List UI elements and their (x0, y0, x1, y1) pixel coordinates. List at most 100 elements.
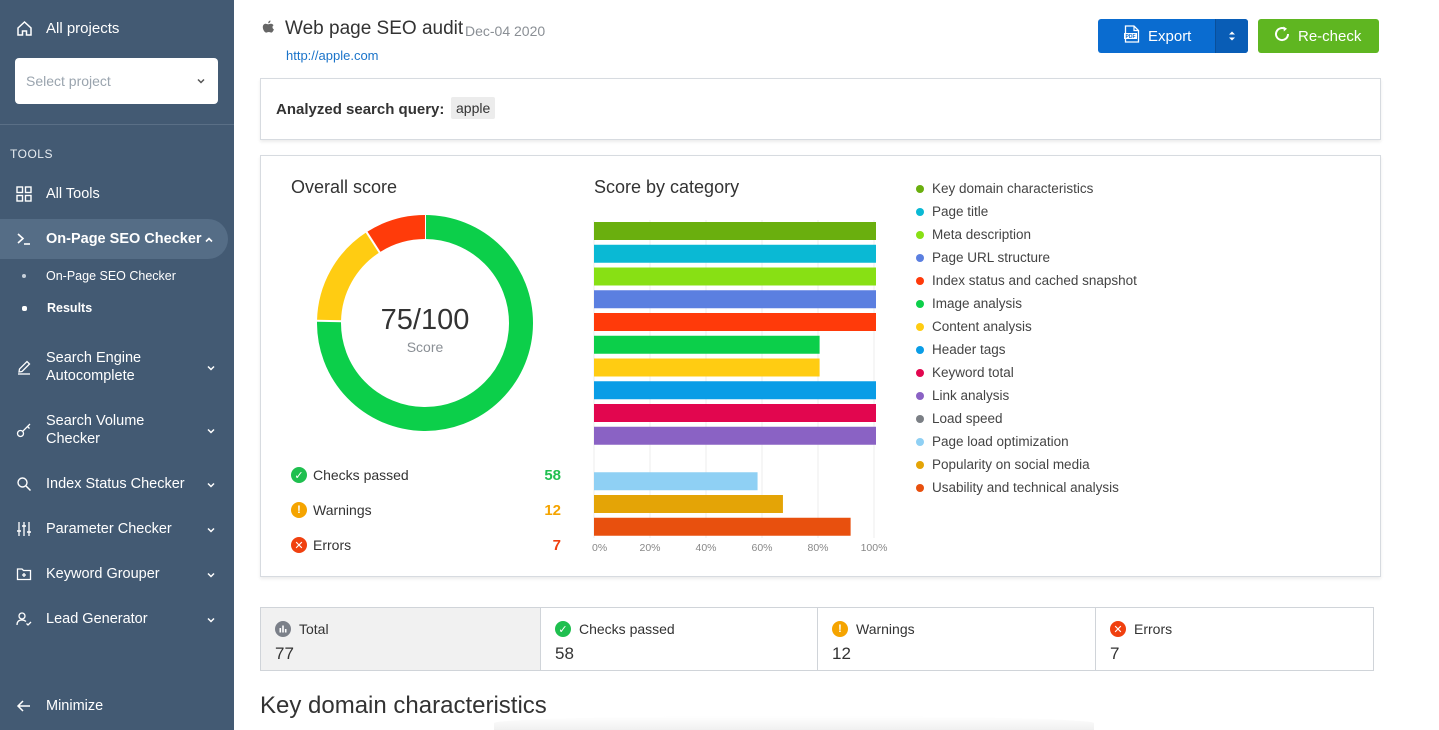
audited-url-link[interactable]: http://apple.com (286, 48, 379, 63)
minimize-button[interactable]: Minimize (0, 692, 234, 720)
chevron-down-icon (206, 478, 216, 494)
legend-dot-icon (916, 414, 924, 423)
project-select[interactable]: Select project (15, 58, 218, 104)
sidebar-subitem-results[interactable]: Results (0, 300, 92, 316)
legend-item[interactable]: Content analysis (916, 315, 1137, 338)
bar-popularity-on-social-media[interactable] (594, 495, 783, 513)
sidebar-item-search-volume-checker[interactable]: Search Volume Checker (0, 412, 234, 448)
export-options-dropdown[interactable] (1215, 19, 1248, 53)
pencil-icon (14, 357, 34, 377)
sidebar-subitem-label: On-Page SEO Checker (46, 269, 176, 283)
sidebar-item-parameter-checker[interactable]: Parameter Checker (0, 515, 234, 543)
bar-page-url-structure[interactable] (594, 290, 876, 309)
score-value: 75/100 (381, 304, 470, 336)
bar-content-analysis[interactable] (594, 358, 820, 377)
legend-item[interactable]: Usability and technical analysis (916, 476, 1137, 499)
legend-dot-icon (916, 460, 924, 469)
legend-label: Page title (932, 204, 989, 219)
donut-slice-warnings (317, 232, 380, 322)
legend-item[interactable]: Page load optimization (916, 430, 1137, 453)
x-tick-label: 20% (639, 542, 660, 554)
legend-dot-icon (916, 345, 924, 354)
overall-score-title: Overall score (291, 177, 398, 197)
sidebar-item-keyword-grouper[interactable]: Keyword Grouper (0, 560, 234, 588)
sidebar-item-label: Index Status Checker (46, 476, 185, 492)
legend-item[interactable]: Link analysis (916, 384, 1137, 407)
stat-warnings: ! Warnings 12 (291, 500, 561, 520)
legend-item[interactable]: Keyword total (916, 361, 1137, 384)
sidebar-item-on-page-seo-checker[interactable]: On-Page SEO Checker (0, 219, 228, 259)
sidebar-item-lead-generator[interactable]: Lead Generator (0, 605, 234, 633)
sort-arrows-icon (1229, 31, 1235, 41)
legend-dot-icon (916, 299, 924, 308)
sidebar-item-search-engine-autocomplete[interactable]: Search Engine Autocomplete (0, 349, 234, 385)
bullet-icon (22, 305, 27, 311)
sidebar-item-all-tools[interactable]: All Tools (0, 179, 234, 209)
svg-text:PDF: PDF (1126, 34, 1136, 40)
score-label: Score (407, 339, 444, 355)
bar-header-tags[interactable] (594, 381, 876, 400)
summary-table: Total 77 ✓ Checks passed 58 ! Warnings 1… (260, 607, 1374, 671)
error-circle-icon: ✕ (1110, 621, 1126, 637)
page-title: Web page SEO audit (285, 18, 464, 39)
legend-item[interactable]: Key domain characteristics (916, 177, 1137, 200)
error-circle-icon: ✕ (291, 537, 307, 553)
sidebar-divider (0, 124, 234, 125)
bar-keyword-total[interactable] (594, 404, 876, 422)
legend-item[interactable]: Page URL structure (916, 246, 1137, 269)
chevron-down-icon (206, 613, 216, 629)
donut-slice-checks-passed (317, 215, 533, 431)
tools-heading: TOOLS (10, 147, 53, 161)
key-icon (14, 420, 34, 440)
score-panel: Overall score 75/100 Score ✓ Checks pass… (260, 155, 1381, 577)
main-content: Web page SEO audit Dec-04 2020 http://ap… (234, 0, 1439, 730)
stat-label: Warnings (313, 502, 372, 518)
legend-item[interactable]: Page title (916, 200, 1137, 223)
arrow-left-icon (14, 696, 34, 716)
sidebar-item-label: Search Volume Checker (46, 413, 145, 447)
category-legend: Key domain characteristics Page title Meta… (916, 177, 1137, 499)
section-title-key-domain: Key domain characteristics (260, 692, 547, 719)
summary-value: 7 (1110, 644, 1120, 663)
legend-item[interactable]: Image analysis (916, 292, 1137, 315)
legend-label: Header tags (932, 342, 1006, 357)
legend-item[interactable]: Meta description (916, 223, 1137, 246)
folder-plus-icon (14, 564, 34, 584)
bar-page-load-optimization[interactable] (594, 472, 758, 491)
bar-index-status-and-cached-snapshot[interactable] (594, 313, 876, 331)
legend-item[interactable]: Load speed (916, 407, 1137, 430)
legend-label: Page load optimization (932, 434, 1069, 449)
bar-link-analysis[interactable] (594, 426, 876, 445)
summary-label: Total (275, 621, 329, 637)
summary-total[interactable]: Total 77 (261, 608, 541, 670)
search-query-panel: Analyzed search query: apple (260, 78, 1381, 140)
bar-image-analysis[interactable] (594, 335, 820, 354)
stat-value: 58 (544, 466, 561, 484)
sidebar-subitem-on-page-seo-checker[interactable]: On-Page SEO Checker (0, 268, 176, 284)
bar-page-title[interactable] (594, 244, 876, 263)
recheck-button[interactable]: Re-check (1258, 19, 1379, 53)
bar-meta-description[interactable] (594, 267, 876, 286)
bar-key-domain-characteristics[interactable] (594, 222, 876, 240)
stat-value: 12 (544, 501, 561, 519)
all-projects-link[interactable]: All projects (0, 10, 234, 46)
legend-dot-icon (916, 368, 924, 377)
legend-item[interactable]: Popularity on social media (916, 453, 1137, 476)
legend-item[interactable]: Header tags (916, 338, 1137, 361)
legend-label: Load speed (932, 411, 1003, 426)
export-button[interactable]: PDF Export (1098, 19, 1248, 53)
summary-warnings[interactable]: ! Warnings 12 (818, 608, 1096, 670)
legend-item[interactable]: Index status and cached snapshot (916, 269, 1137, 292)
refresh-icon (1273, 25, 1291, 47)
sidebar-item-label: All Tools (46, 186, 100, 202)
summary-label-text: Total (299, 621, 329, 637)
sidebar-item-index-status-checker[interactable]: Index Status Checker (0, 470, 234, 498)
donut-separator (317, 319, 343, 323)
audit-date: Dec-04 2020 (465, 23, 546, 39)
summary-checks-passed[interactable]: ✓ Checks passed 58 (541, 608, 818, 670)
overall-score-donut: 75/100 Score (317, 215, 533, 431)
chevron-down-icon (206, 361, 216, 377)
stat-label: Checks passed (313, 467, 409, 483)
bar-usability-and-technical-analysis[interactable] (594, 517, 851, 536)
summary-errors[interactable]: ✕ Errors 7 (1096, 608, 1373, 670)
